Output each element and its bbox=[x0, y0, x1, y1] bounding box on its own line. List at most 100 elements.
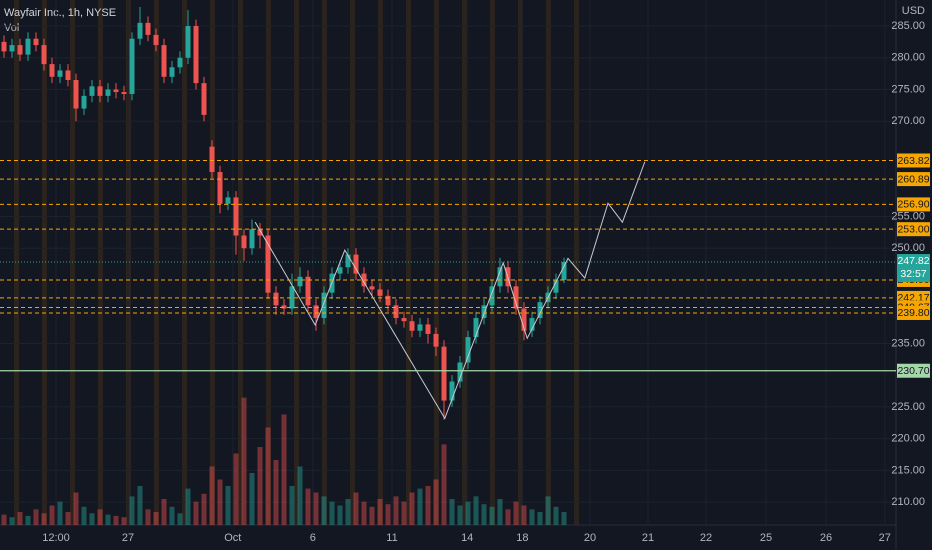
x-tick-label: Oct bbox=[224, 532, 241, 544]
candle-body bbox=[353, 254, 359, 274]
candle-body bbox=[257, 229, 263, 236]
volume-bar bbox=[33, 509, 39, 525]
y-tick-label: 235.00 bbox=[891, 337, 925, 349]
y-tick-label: 255.00 bbox=[891, 210, 925, 222]
volume-bar bbox=[193, 501, 199, 525]
candle-body bbox=[33, 38, 39, 46]
candle-body bbox=[481, 305, 487, 319]
volume-bar bbox=[161, 499, 167, 525]
candle-body bbox=[337, 267, 343, 274]
candle-body bbox=[113, 89, 119, 93]
candle-body bbox=[265, 235, 271, 293]
countdown-label: 32:57 bbox=[900, 268, 926, 280]
volume-bar bbox=[529, 509, 535, 525]
volume-bar bbox=[209, 466, 215, 525]
candle-body bbox=[369, 286, 375, 290]
x-tick-label: 18 bbox=[516, 532, 528, 544]
candle-body bbox=[521, 308, 527, 331]
volume-bar bbox=[257, 447, 263, 525]
session-band bbox=[378, 0, 383, 525]
volume-bar bbox=[57, 501, 63, 525]
volume-bar bbox=[65, 512, 71, 525]
session-band bbox=[294, 0, 299, 525]
y-tick-label: 215.00 bbox=[891, 464, 925, 476]
session-band bbox=[546, 0, 551, 525]
volume-bar bbox=[345, 499, 351, 525]
session-band bbox=[462, 0, 467, 525]
candle-body bbox=[321, 292, 327, 319]
candle-body bbox=[449, 381, 455, 401]
candle-body bbox=[9, 45, 15, 52]
session-band bbox=[434, 0, 439, 525]
candle-body bbox=[1, 41, 7, 52]
volume-bar bbox=[457, 505, 463, 525]
volume-bar bbox=[537, 512, 543, 525]
volume-bar bbox=[545, 496, 551, 525]
candle-body bbox=[497, 267, 503, 287]
candle-body bbox=[73, 79, 79, 109]
candle-body bbox=[153, 34, 159, 46]
volume-bar bbox=[89, 513, 95, 525]
session-band bbox=[14, 0, 19, 525]
volume-bar bbox=[265, 427, 271, 525]
volume-bar bbox=[417, 488, 423, 525]
volume-bar bbox=[297, 466, 303, 525]
candle-body bbox=[457, 362, 463, 382]
volume-bar bbox=[361, 501, 367, 525]
candle-body bbox=[49, 64, 55, 77]
volume-bar bbox=[225, 486, 231, 525]
candle-body bbox=[121, 92, 127, 94]
volume-bar bbox=[513, 501, 519, 525]
chart-title: Wayfair Inc., 1h, NYSE bbox=[4, 7, 116, 19]
candle-body bbox=[145, 22, 151, 35]
x-tick-label: 6 bbox=[310, 532, 316, 544]
candle-body bbox=[41, 45, 47, 65]
volume-bar bbox=[113, 515, 119, 525]
candle-body bbox=[529, 318, 535, 331]
candle-body bbox=[313, 305, 319, 319]
volume-bar bbox=[25, 515, 31, 525]
x-tick-label: 11 bbox=[386, 532, 397, 544]
candle-body bbox=[57, 70, 63, 77]
volume-bar bbox=[185, 488, 191, 525]
price-tag-label: 260.89 bbox=[897, 173, 929, 185]
candle-body bbox=[441, 346, 447, 401]
volume-bar bbox=[233, 453, 239, 525]
candle-body bbox=[553, 279, 559, 293]
volume-bar bbox=[377, 499, 383, 525]
y-tick-label: 285.00 bbox=[891, 20, 925, 32]
price-tag bbox=[897, 153, 930, 168]
volume-bar bbox=[73, 492, 79, 525]
y-tick-label: 210.00 bbox=[891, 496, 925, 508]
candle-body bbox=[417, 324, 423, 331]
last-price-tag bbox=[897, 254, 930, 283]
candle-body bbox=[89, 86, 95, 96]
volume-bar bbox=[337, 505, 343, 525]
volume-bar bbox=[177, 513, 183, 525]
volume-bar bbox=[353, 492, 359, 525]
currency-label: USD bbox=[902, 5, 925, 17]
candle-body bbox=[297, 276, 303, 287]
volume-bar bbox=[553, 506, 559, 525]
candle-body bbox=[17, 45, 23, 55]
volume-bar bbox=[169, 506, 175, 525]
volume-bar bbox=[9, 517, 15, 525]
candle-body bbox=[289, 286, 295, 309]
volume-bar bbox=[249, 473, 255, 525]
y-tick-label: 250.00 bbox=[891, 242, 925, 254]
price-tag-label: 253.00 bbox=[897, 223, 929, 235]
candle-body bbox=[217, 172, 223, 204]
price-tag-label: 263.82 bbox=[897, 155, 929, 167]
x-tick-label: 25 bbox=[760, 532, 772, 544]
volume-bar bbox=[41, 513, 47, 525]
candle-body bbox=[193, 26, 199, 84]
volume-bar bbox=[465, 501, 471, 525]
price-tag-label: 239.80 bbox=[897, 307, 929, 319]
price-tag bbox=[897, 172, 930, 187]
volume-bar bbox=[17, 512, 23, 525]
session-band bbox=[518, 0, 523, 525]
candle-body bbox=[385, 295, 391, 306]
volume-bar bbox=[97, 509, 103, 525]
candle-body bbox=[465, 337, 471, 363]
